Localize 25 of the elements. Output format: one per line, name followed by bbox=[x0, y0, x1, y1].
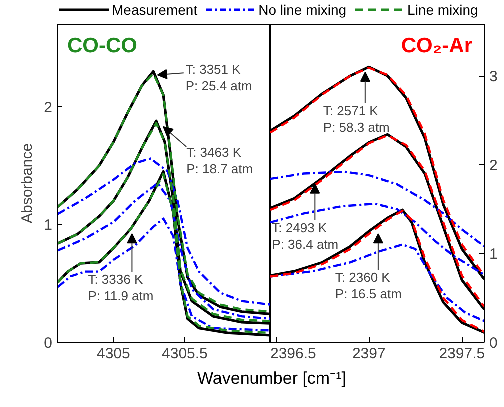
text: CO₂-Ar bbox=[401, 34, 473, 58]
y-tick-label: 2 bbox=[490, 157, 498, 174]
y-tick-label: 0 bbox=[490, 335, 498, 352]
y-tick-label: 1 bbox=[490, 246, 498, 264]
legend-label: No line mixing bbox=[258, 1, 347, 20]
legend-label: Line mixing bbox=[408, 1, 478, 20]
x-tick-label: 2397 bbox=[352, 346, 386, 362]
x-tick-label: 4305 bbox=[96, 346, 130, 362]
annotation: T: 2493 K P: 36.4 atm bbox=[272, 220, 339, 252]
y-tick-label: 3 bbox=[490, 68, 498, 86]
annotation: T: 2360 K P: 16.5 atm bbox=[335, 270, 402, 302]
annotation: T: 3336 K P: 11.9 atm bbox=[88, 272, 154, 304]
y-axis-title: Absorbance bbox=[19, 143, 36, 224]
annotation: T: 2571 K P: 58.3 atm bbox=[323, 103, 390, 135]
y-tick-label: 2 bbox=[44, 99, 52, 116]
annotation: T: 3463 K P: 18.7 atm bbox=[186, 144, 254, 176]
y-tick-label: 1 bbox=[44, 217, 52, 234]
y-tick-label: 0 bbox=[44, 335, 52, 352]
x-tick-label: 2396.5 bbox=[270, 346, 316, 362]
x-tick-label: 2397.5 bbox=[439, 346, 486, 362]
x-tick-label: 4305.5 bbox=[162, 346, 208, 362]
annotation: T: 3351 K P: 25.4 atm bbox=[186, 62, 252, 94]
x-axis-title: Wavenumber [cm⁻¹] bbox=[198, 368, 346, 390]
text: CO-CO bbox=[68, 34, 138, 58]
legend-label: Measurement bbox=[112, 1, 198, 20]
